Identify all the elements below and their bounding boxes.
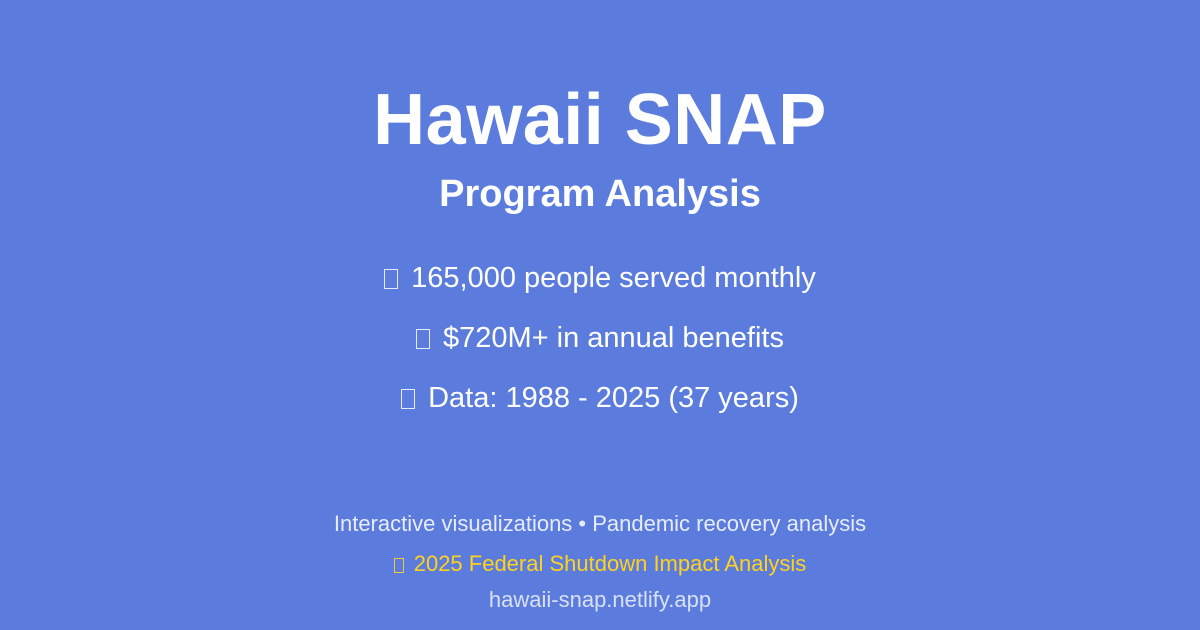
site-url[interactable]: hawaii-snap.netlify.app [488, 587, 712, 612]
money-icon [415, 329, 430, 349]
stat-text: Data: 1988 - 2025 (37 years) [428, 382, 799, 414]
shutdown-analysis-link[interactable]: 2025 Federal Shutdown Impact Analysis [0, 550, 1200, 578]
shutdown-analysis-label: 2025 Federal Shutdown Impact Analysis [413, 551, 807, 576]
stat-data-range: Data: 1988 - 2025 (37 years) [0, 380, 1200, 416]
chart-icon [401, 389, 416, 409]
alert-icon [393, 557, 404, 573]
features-line: Interactive visualizations • Pandemic re… [333, 511, 867, 536]
stat-people-served: 165,000 people served monthly [0, 260, 1200, 296]
page-title: Hawaii SNAP [373, 80, 827, 160]
stat-text: $720M+ in annual benefits [442, 322, 784, 354]
stat-text: 165,000 people served monthly [411, 262, 816, 294]
people-icon [384, 269, 399, 289]
page-subtitle: Program Analysis [439, 173, 761, 215]
stat-annual-benefits: $720M+ in annual benefits [0, 320, 1200, 356]
